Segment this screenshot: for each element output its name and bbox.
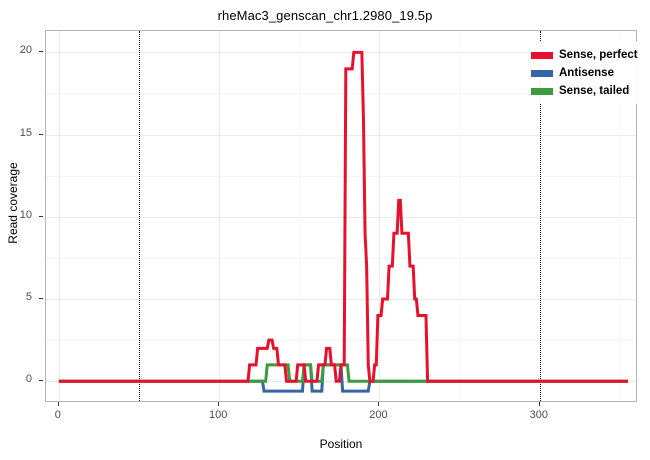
gridline-minor-horizontal [46, 93, 636, 95]
y-axis-tick-mark [39, 380, 43, 382]
series-line [58, 363, 628, 383]
vertical-marker-line [138, 31, 140, 401]
y-axis-tick-label: 15 [19, 126, 32, 139]
y-axis-tick-mark [39, 51, 43, 53]
series-layer [58, 50, 628, 393]
legend-item: Sense, tailed [531, 82, 638, 100]
y-axis-tick-label: 20 [19, 44, 32, 57]
legend-item: Sense, perfect [531, 46, 638, 64]
x-axis-tick-label: 100 [208, 409, 228, 421]
series-line [58, 363, 628, 393]
gridline-major-horizontal [46, 216, 636, 218]
gridline-major-horizontal [46, 134, 636, 136]
x-axis-tick-mark [218, 402, 220, 406]
x-axis-tick-label: 0 [54, 409, 61, 421]
legend-item-label: Antisense [559, 67, 614, 79]
series-line [58, 50, 628, 383]
gridline-major-horizontal [46, 52, 636, 54]
gridline-major-horizontal [46, 299, 636, 301]
legend-item: Antisense [531, 64, 638, 82]
x-axis-title: Position [319, 437, 363, 451]
chart-title: rheMac3_genscan_chr1.2980_19.5p [217, 8, 433, 23]
legend-item-label: Sense, tailed [559, 85, 630, 97]
legend-color-swatch [531, 87, 553, 95]
y-axis-title: Read coverage [6, 162, 20, 244]
gridline-minor-horizontal [46, 340, 636, 342]
gridline-minor-vertical [299, 31, 301, 401]
legend-item-label: Sense, perfect [559, 49, 638, 61]
gridline-major-vertical [379, 31, 381, 401]
gridline-major-vertical [219, 31, 221, 401]
x-axis-tick-label: 300 [529, 409, 548, 421]
gridline-minor-vertical [619, 31, 621, 401]
x-axis-tick-mark [57, 402, 59, 406]
gridline-minor-vertical [459, 31, 461, 401]
y-axis-tick-label: 5 [25, 291, 32, 304]
y-axis-tick-label: 0 [25, 373, 32, 386]
gridline-minor-horizontal [46, 257, 636, 259]
legend: Sense, perfect Antisense Sense, tailed [527, 42, 644, 104]
gridline-major-vertical [58, 31, 60, 401]
legend-color-swatch [531, 69, 553, 77]
legend-color-swatch [531, 51, 553, 59]
y-axis-tick-mark [39, 298, 43, 300]
y-axis-tick-mark [39, 133, 43, 135]
x-axis-tick-label: 200 [369, 409, 388, 421]
x-axis-tick-mark [378, 402, 380, 406]
gridline-minor-horizontal [46, 175, 636, 177]
x-axis-tick-mark [538, 402, 540, 406]
y-axis-tick-mark [39, 215, 43, 217]
vertical-marker-line [539, 31, 541, 401]
y-axis-tick-label: 10 [19, 208, 32, 221]
